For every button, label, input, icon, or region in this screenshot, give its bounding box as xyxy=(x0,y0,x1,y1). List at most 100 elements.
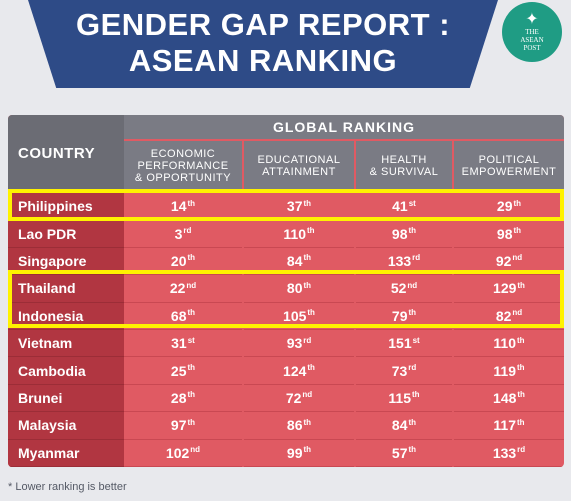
country-name: Brunei xyxy=(8,384,124,413)
rank-number: 41 xyxy=(392,198,408,215)
rank-number: 68 xyxy=(170,307,187,324)
rank-number: 14 xyxy=(170,198,187,215)
rank-number: 86 xyxy=(286,417,303,434)
rank-suffix: th xyxy=(517,417,525,427)
rank-suffix: th xyxy=(412,390,420,400)
country-name: Philippines xyxy=(8,193,124,221)
logo-bird-icon: ✦ xyxy=(525,11,539,28)
country-name: Myanmar xyxy=(8,439,124,467)
rank-suffix: st xyxy=(408,198,416,208)
rank-number: 28 xyxy=(170,389,187,406)
title-line-1: GENDER GAP REPORT : xyxy=(75,7,451,42)
rank-suffix: th xyxy=(187,390,196,400)
rank-number: 124 xyxy=(283,362,307,379)
rank-number: 133 xyxy=(387,252,412,269)
rank-number: 31 xyxy=(171,335,187,352)
rank-number: 20 xyxy=(170,252,187,269)
rank-suffix: th xyxy=(517,390,525,400)
rank-suffix: th xyxy=(307,363,315,373)
rank-suffix: th xyxy=(408,417,417,427)
rank-suffix: nd xyxy=(190,445,201,455)
country-name: Lao PDR xyxy=(8,220,124,248)
rank-number: 73 xyxy=(391,362,408,379)
rank-suffix: th xyxy=(307,308,315,318)
rank-number: 129 xyxy=(493,280,517,297)
rank-number: 92 xyxy=(495,252,512,269)
rank-number: 119 xyxy=(493,362,517,379)
rank-number: 148 xyxy=(493,389,517,406)
title-line-2: ASEAN RANKING xyxy=(128,43,398,78)
rank-suffix: th xyxy=(513,226,522,236)
rank-number: 115 xyxy=(388,389,412,406)
rank-number: 93 xyxy=(286,335,303,352)
global-ranking-header: GLOBAL RANKING xyxy=(124,115,564,139)
col-header-health: HEALTH & SURVIVAL xyxy=(356,141,452,191)
rank-suffix: rd xyxy=(517,445,526,455)
rank-suffix: th xyxy=(513,198,522,208)
country-name: Vietnam xyxy=(8,329,124,358)
rank-suffix: th xyxy=(303,417,312,427)
rank-number: 99 xyxy=(286,444,303,461)
rank-number: 82 xyxy=(495,307,512,324)
country-name: Singapore xyxy=(8,247,124,276)
rank-suffix: rd xyxy=(412,253,421,263)
rank-suffix: nd xyxy=(512,253,523,263)
country-name: Malaysia xyxy=(8,412,124,440)
rank-number: 72 xyxy=(285,389,302,406)
country-name: Thailand xyxy=(8,275,124,303)
country-name: Cambodia xyxy=(8,357,124,385)
country-header: COUNTRY xyxy=(8,115,124,191)
rank-suffix: th xyxy=(408,445,417,455)
rank-number: 98 xyxy=(391,225,408,242)
logo-text-bottom: POST xyxy=(523,44,541,52)
rank-number: 80 xyxy=(286,280,303,297)
rank-suffix: th xyxy=(187,308,196,318)
col-header-political: POLITICAL EMPOWERMENT xyxy=(454,141,564,191)
rank-suffix: nd xyxy=(302,390,313,400)
rank-number: 37 xyxy=(286,198,303,215)
rank-suffix: th xyxy=(517,363,525,373)
rank-number: 97 xyxy=(170,417,187,434)
rank-number: 3 xyxy=(174,225,183,242)
rank-suffix: th xyxy=(408,308,417,318)
rank-number: 110 xyxy=(493,335,517,352)
rank-suffix: th xyxy=(187,253,196,263)
rank-suffix: th xyxy=(408,226,417,236)
asean-post-logo: ✦ THE ASEAN POST xyxy=(502,2,562,62)
rank-number: 22 xyxy=(169,280,186,297)
rank-number: 29 xyxy=(496,198,513,215)
